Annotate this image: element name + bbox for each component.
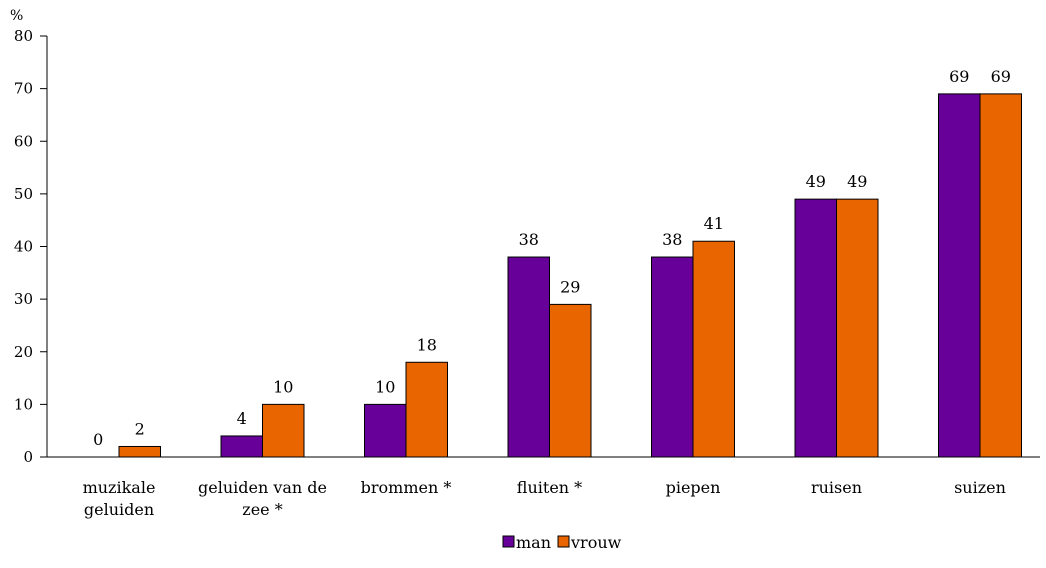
bar-man [220,435,263,458]
value-label-vrouw: 2 [135,419,145,438]
bar-vrouw [118,445,161,458]
legend-label-vrouw: vrouw [570,533,622,552]
value-labels: 0 2 4 10 10 18 38 29 38 41 49 49 69 69 [93,67,1011,449]
bar-man [364,403,407,458]
x-axis: muzikale geluiden geluiden van de zee * brom… [47,456,1040,519]
y-tick-label: 20 [14,343,33,361]
bar-man [651,256,694,458]
legend: man vrouw [502,533,622,552]
x-category-label: fluiten * [517,478,582,497]
x-category-label: muzikale [83,478,156,497]
value-label-vrouw: 18 [417,335,437,354]
legend-label-man: man [516,533,551,552]
y-tick-label: 70 [14,80,33,98]
value-label-man: 4 [237,409,247,428]
value-label-man: 0 [93,430,103,449]
x-category-label: ruisen [811,478,862,497]
y-tick-label: 0 [23,448,33,466]
value-label-vrouw: 10 [273,377,293,396]
value-label-man: 38 [519,230,539,249]
y-tick-label: 10 [14,395,33,413]
value-label-man: 49 [806,172,826,191]
x-category-label: geluiden van de [198,478,327,497]
x-category-label: zee * [242,500,282,519]
bar-vrouw [549,303,592,458]
value-label-man: 10 [375,377,395,396]
bar-man [794,198,837,458]
value-label-man: 69 [949,67,969,86]
bar-man [938,93,981,458]
bars [118,93,1022,458]
legend-swatch-vrouw [557,535,570,548]
x-category-label: suizen [954,478,1006,497]
bar-man [507,256,550,458]
value-label-vrouw: 49 [847,172,867,191]
x-category-label: piepen [666,478,721,497]
y-tick-label: 80 [14,27,33,45]
y-axis: 0 10 20 30 40 50 60 70 80 [14,27,48,466]
legend-swatch-man [502,535,515,548]
bar-vrouw [979,93,1022,458]
bar-vrouw [692,240,735,458]
y-axis-unit-label: % [10,8,23,24]
value-label-man: 38 [662,230,682,249]
bar-vrouw [836,198,879,458]
y-tick-label: 40 [14,238,33,256]
y-tick-label: 60 [14,132,33,150]
value-label-vrouw: 69 [991,67,1011,86]
value-label-vrouw: 41 [704,214,724,233]
bar-vrouw [405,361,448,458]
x-category-label: brommen * [361,478,452,497]
value-label-vrouw: 29 [560,277,580,296]
x-category-label: geluiden [84,500,154,519]
bar-vrouw [262,403,305,458]
y-tick-label: 30 [14,290,33,308]
y-tick-label: 50 [14,185,33,203]
